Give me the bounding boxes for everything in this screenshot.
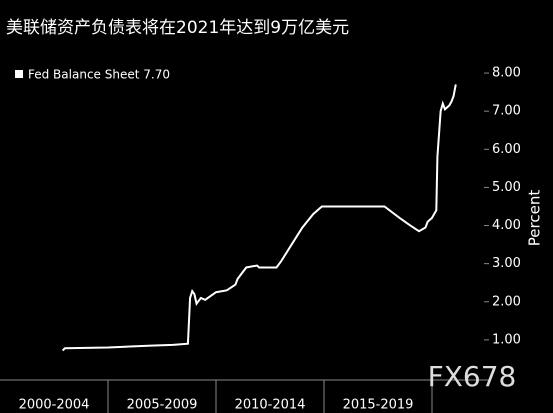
y-tick-label: 2.00 <box>492 294 521 309</box>
x-tick-label: 2015-2019 <box>343 398 414 413</box>
chart-title: 美联储资产负债表将在2021年达到9万亿美元 <box>6 18 349 38</box>
y-tick-label: 8.00 <box>492 66 521 81</box>
y-axis-label: Percent <box>526 190 544 247</box>
y-tick-label: 4.00 <box>492 218 521 233</box>
x-tick-label: 2005-2009 <box>127 398 198 413</box>
y-tick-label: 7.00 <box>492 104 521 119</box>
y-tick-label: 6.00 <box>492 142 521 157</box>
x-separators <box>107 380 433 413</box>
legend-label: Fed Balance Sheet 7.70 <box>28 68 170 82</box>
data-line <box>61 84 457 352</box>
y-tick-label: 1.00 <box>492 332 521 347</box>
x-tick-label: 2010-2014 <box>235 398 306 413</box>
y-tick-label: 5.00 <box>492 180 521 195</box>
x-tick-label: 2000-2004 <box>19 398 90 413</box>
watermark: FX678 <box>428 360 517 393</box>
legend-swatch <box>15 70 23 78</box>
y-tick-label: 3.00 <box>492 256 521 271</box>
